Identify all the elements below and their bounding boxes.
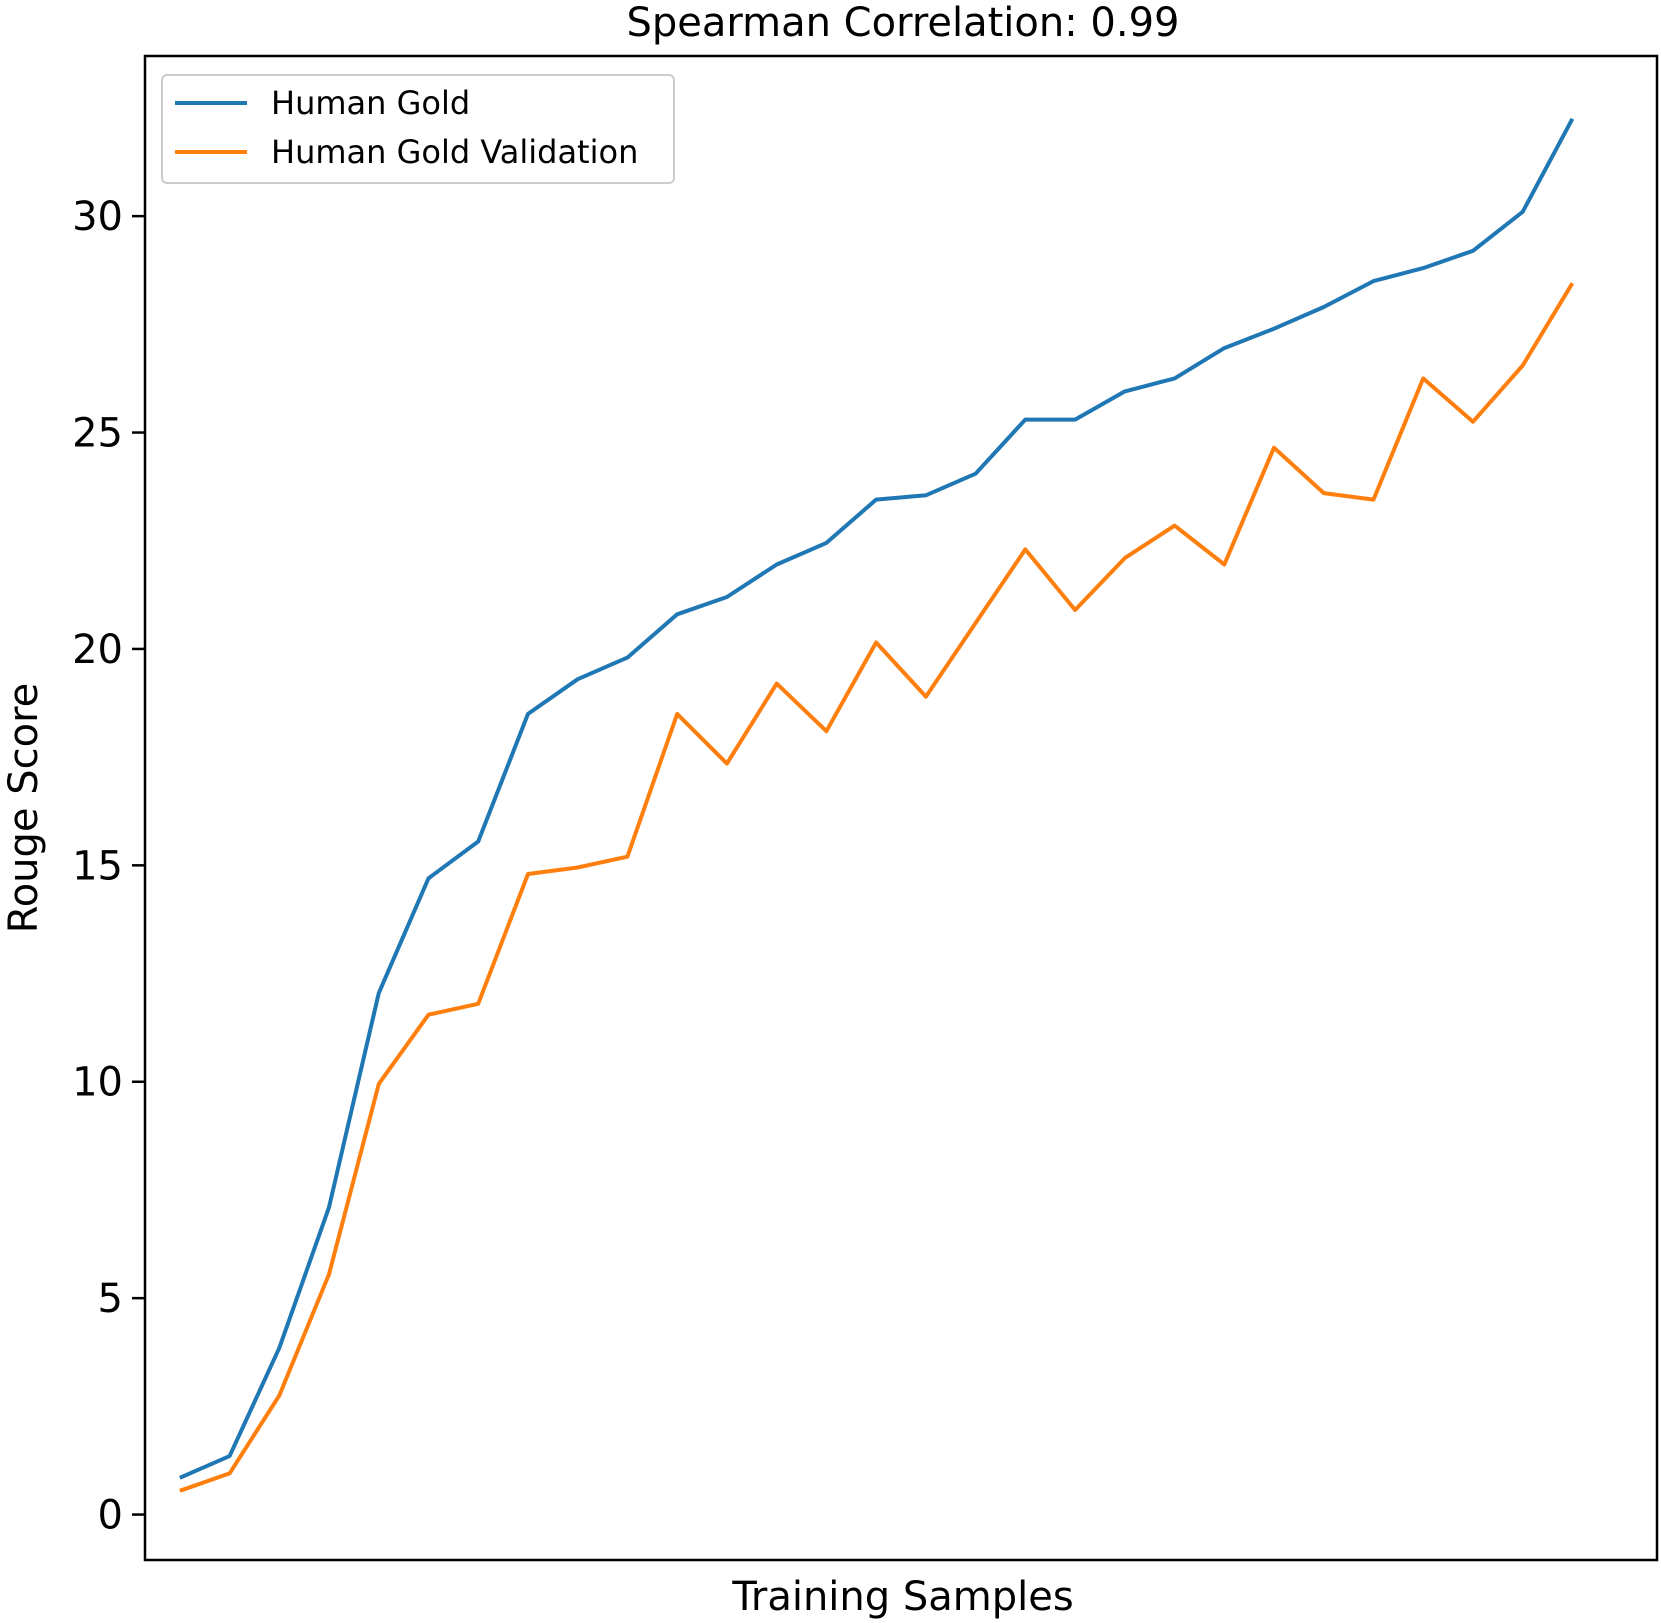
series-line-human-gold [179, 117, 1575, 1480]
y-axis: 0 5 10 15 20 25 30 [72, 194, 145, 1539]
series-lines [179, 117, 1575, 1493]
legend-box [161, 74, 675, 184]
legend-label-human-gold-validation: Human Gold Validation [271, 133, 638, 171]
y-tick-label: 5 [98, 1276, 123, 1322]
y-tick-label: 20 [72, 627, 123, 673]
y-axis-label: Rouge Score [1, 683, 47, 934]
plot-area [143, 54, 1659, 1562]
y-tick-label: 15 [72, 843, 123, 889]
chart-title: Spearman Correlation: 0.99 [626, 0, 1179, 46]
y-tick-label: 10 [72, 1060, 123, 1106]
x-axis-label: Training Samples [731, 1574, 1073, 1620]
y-tick-label: 0 [98, 1493, 123, 1539]
series-line-human-gold-validation [179, 282, 1575, 1493]
y-tick-label: 30 [72, 194, 123, 240]
legend-label-human-gold: Human Gold [271, 84, 470, 122]
y-tick-label: 25 [72, 411, 123, 457]
legend: Human Gold Human Gold Validation [161, 74, 675, 184]
